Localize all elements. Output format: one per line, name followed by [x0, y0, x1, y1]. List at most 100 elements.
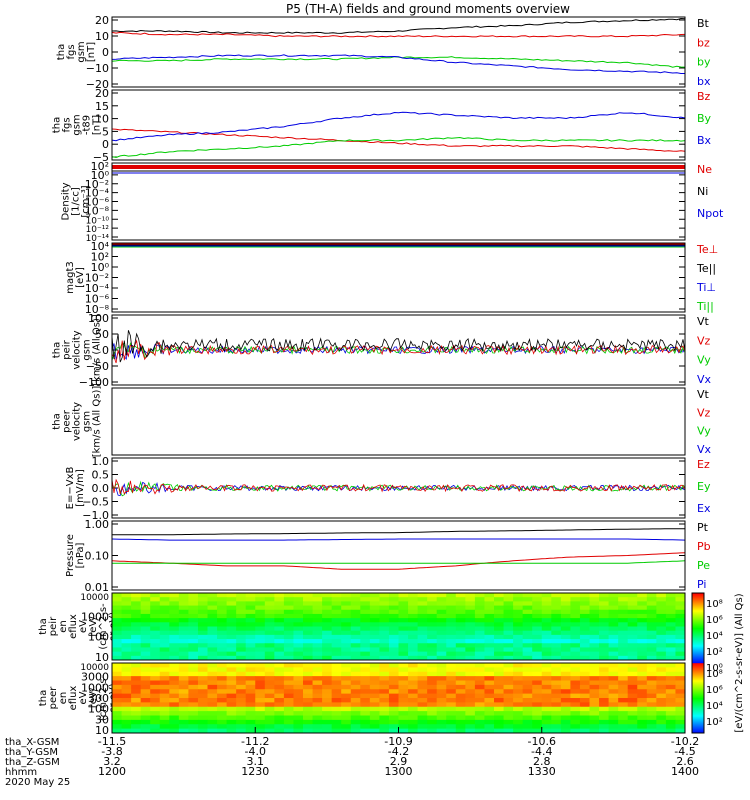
x-row-label: tha_Z-GSM: [5, 757, 60, 768]
heatmap-cell: [369, 605, 380, 611]
heatmap-cell: [436, 626, 447, 632]
heatmap-cell: [579, 671, 590, 677]
y-tick-label: 10⁰: [91, 169, 110, 182]
heatmap-cell: [427, 605, 438, 611]
heatmap-cell: [331, 680, 342, 686]
heatmap-cell: [303, 728, 314, 734]
heatmap-cell: [226, 693, 237, 699]
heatmap-cell: [274, 647, 285, 653]
heatmap-cell: [646, 601, 657, 607]
series-line: [111, 478, 686, 495]
heatmap-cell: [608, 680, 619, 686]
heatmap-cell: [169, 728, 180, 734]
heatmap-cell: [121, 597, 132, 602]
heatmap-cell: [150, 706, 161, 712]
heatmap-cell: [112, 597, 123, 602]
heatmap-cell: [312, 618, 323, 623]
heatmap-cell: [283, 667, 294, 673]
heatmap-cell: [608, 597, 619, 602]
heatmap-cell: [503, 706, 514, 712]
heatmap-cell: [656, 676, 667, 681]
heatmap-cell: [322, 609, 333, 615]
heatmap-cell: [436, 609, 447, 615]
heatmap-cell: [656, 622, 667, 627]
heatmap-cell: [465, 639, 476, 644]
heatmap-cell: [312, 715, 323, 721]
heatmap-cell: [255, 613, 266, 619]
heatmap-cell: [474, 706, 485, 712]
heatmap-cell: [303, 724, 314, 730]
heatmap-cell: [551, 626, 562, 632]
panel-ylabel: E=−VxB[mV/m]: [65, 467, 86, 510]
heatmap-cell: [159, 684, 170, 690]
heatmap-cell: [131, 597, 142, 602]
heatmap-cell: [159, 630, 170, 636]
heatmap-cell: [408, 609, 419, 615]
heatmap-cell: [322, 715, 333, 721]
heatmap-cell: [197, 676, 208, 681]
legend-entry: Vz: [697, 334, 711, 347]
heatmap-cell: [255, 639, 266, 644]
heatmap-cell: [465, 719, 476, 725]
heatmap-cell: [513, 651, 524, 657]
colorbar-swatch: [692, 672, 704, 674]
panel-3: Density[1/cc][cm⁻³]10²10⁰10⁻²10⁻⁴10⁻⁶10⁻…: [61, 160, 724, 244]
ylabel-line: peir: [48, 616, 59, 636]
heatmap-cell: [245, 626, 256, 632]
heatmap-cell: [264, 622, 275, 627]
y-tick-label: 20: [95, 87, 109, 100]
heatmap-cell: [360, 706, 371, 712]
heatmap-cell: [369, 643, 380, 648]
heatmap-cell: [293, 613, 304, 619]
heatmap-cell: [140, 651, 151, 657]
heatmap-cell: [360, 676, 371, 681]
heatmap-cell: [112, 728, 123, 734]
legend-entry: Ne: [697, 163, 712, 176]
heatmap-cell: [178, 643, 189, 648]
legend-entry: Ti||: [696, 300, 714, 313]
heatmap-cell: [608, 667, 619, 673]
heatmap-cell: [465, 601, 476, 607]
y-tick-label: 10²: [91, 251, 109, 264]
heatmap-cell: [646, 593, 657, 598]
ylabel-line: magt3: [65, 261, 76, 294]
heatmap-cell: [312, 728, 323, 734]
legend-entry: Vx: [697, 373, 712, 386]
heatmap-cell: [579, 597, 590, 602]
heatmap-cell: [541, 639, 552, 644]
heatmap-cell: [388, 626, 399, 632]
heatmap-cell: [665, 597, 676, 602]
heatmap-cell: [513, 728, 524, 734]
heatmap-cell: [417, 609, 428, 615]
colorbar-tick: 10²: [706, 647, 723, 658]
heatmap-cell: [408, 719, 419, 725]
heatmap-cell: [207, 626, 218, 632]
heatmap-cell: [541, 719, 552, 725]
panel-frame: [111, 592, 686, 661]
heatmap-cell: [427, 647, 438, 653]
heatmap-cell: [131, 671, 142, 677]
heatmap-cell: [379, 719, 390, 725]
legend-entry: Pi: [697, 578, 706, 591]
heatmap-cell: [150, 711, 161, 716]
heatmap-cell: [532, 630, 543, 636]
heatmap-cell: [350, 719, 361, 725]
y-tick-label: 0.01: [85, 581, 110, 594]
heatmap-cell: [207, 698, 218, 703]
heatmap-cell: [560, 667, 571, 673]
ylabel-line: tha: [52, 413, 63, 429]
heatmap-cell: [207, 630, 218, 636]
heatmap-cell: [379, 626, 390, 632]
heatmap-cell: [427, 601, 438, 607]
heatmap-cell: [236, 667, 247, 673]
heatmap-cell: [331, 728, 342, 734]
heatmap-cell: [188, 639, 199, 644]
heatmap-cell: [379, 715, 390, 721]
heatmap-cell: [264, 684, 275, 690]
heatmap-cell: [646, 676, 657, 681]
heatmap-cell: [379, 639, 390, 644]
heatmap-cell: [465, 613, 476, 619]
heatmap-cell: [455, 676, 466, 681]
heatmap-cell: [417, 728, 428, 734]
